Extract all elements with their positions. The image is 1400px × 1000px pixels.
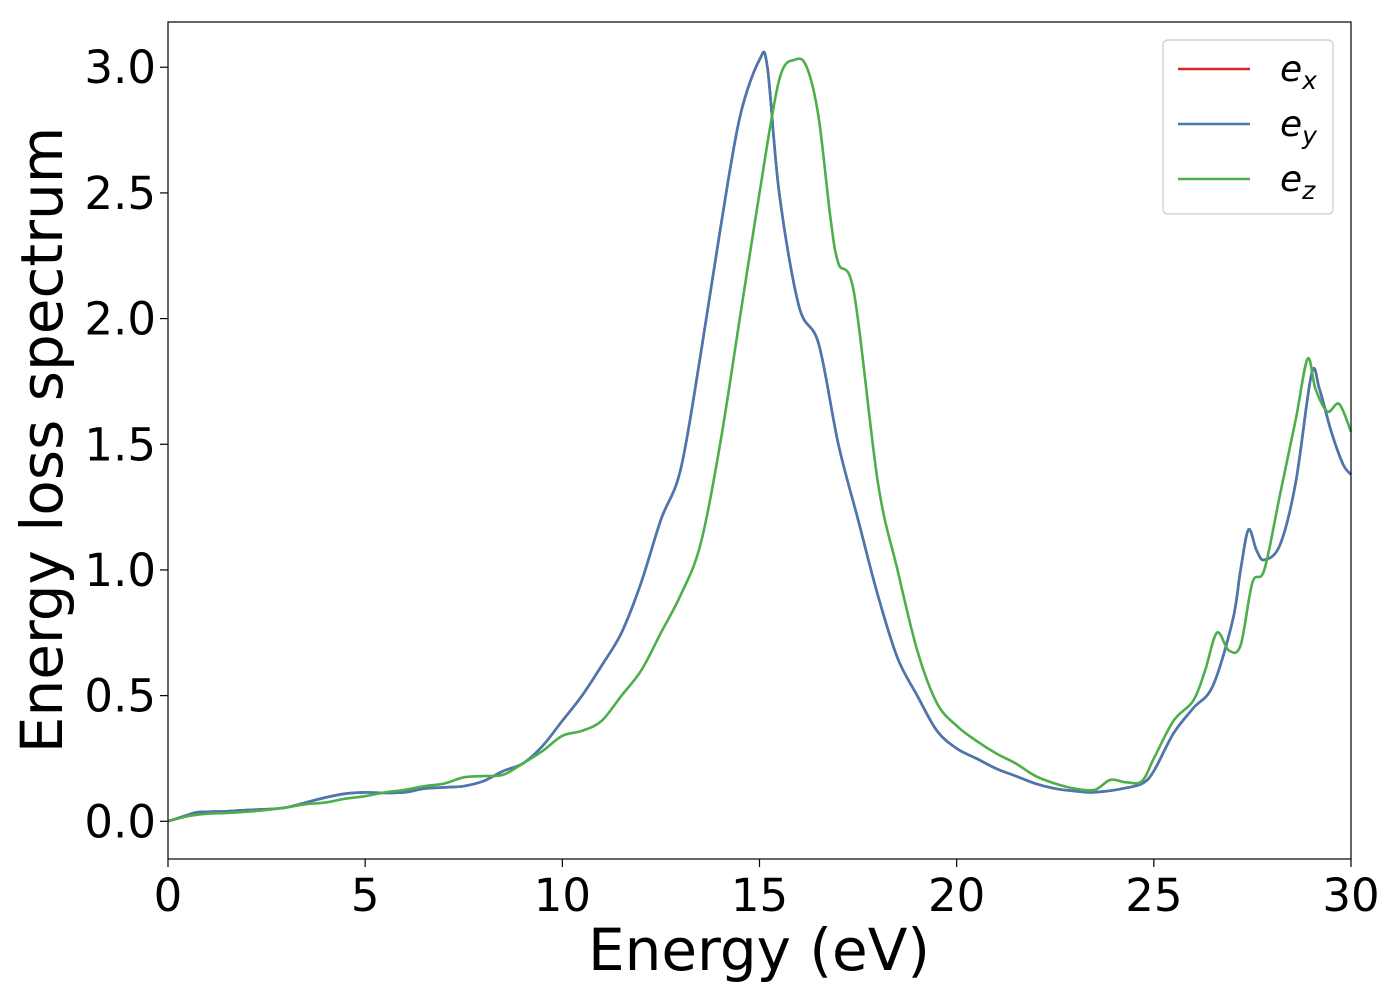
series-layer <box>167 50 1353 823</box>
y-axis-ticks: 0.0 0.5 1.0 1.5 2.0 2.5 3.0 <box>84 41 168 848</box>
y-tick-label: 3.0 <box>84 41 156 94</box>
x-tick-label: 15 <box>731 869 788 922</box>
series-line-ez <box>167 57 1353 823</box>
y-tick-label: 2.5 <box>84 167 156 220</box>
x-tick-label: 25 <box>1125 869 1182 922</box>
legend-label-ez: ez <box>1280 159 1316 205</box>
x-tick-label: 0 <box>154 869 183 922</box>
y-tick-label: 0.0 <box>84 795 156 848</box>
legend: ex ey ez <box>1162 39 1334 215</box>
y-tick-label: 2.0 <box>84 293 156 346</box>
x-tick-label: 10 <box>534 869 591 922</box>
y-tick-label: 1.5 <box>84 418 156 471</box>
x-tick-label: 30 <box>1322 869 1379 922</box>
y-tick-label: 0.5 <box>84 670 156 723</box>
legend-box <box>1162 39 1334 215</box>
x-axis-title: Energy (eV) <box>588 916 930 984</box>
x-axis-ticks: 0 5 10 15 20 25 30 <box>154 859 1380 922</box>
x-tick-label: 5 <box>351 869 380 922</box>
legend-label-ex: ex <box>1280 49 1317 95</box>
legend-label-ey: ey <box>1280 104 1318 150</box>
x-tick-label: 20 <box>928 869 985 922</box>
y-axis-title: Energy loss spectrum <box>8 127 76 753</box>
y-tick-label: 1.0 <box>84 544 156 597</box>
